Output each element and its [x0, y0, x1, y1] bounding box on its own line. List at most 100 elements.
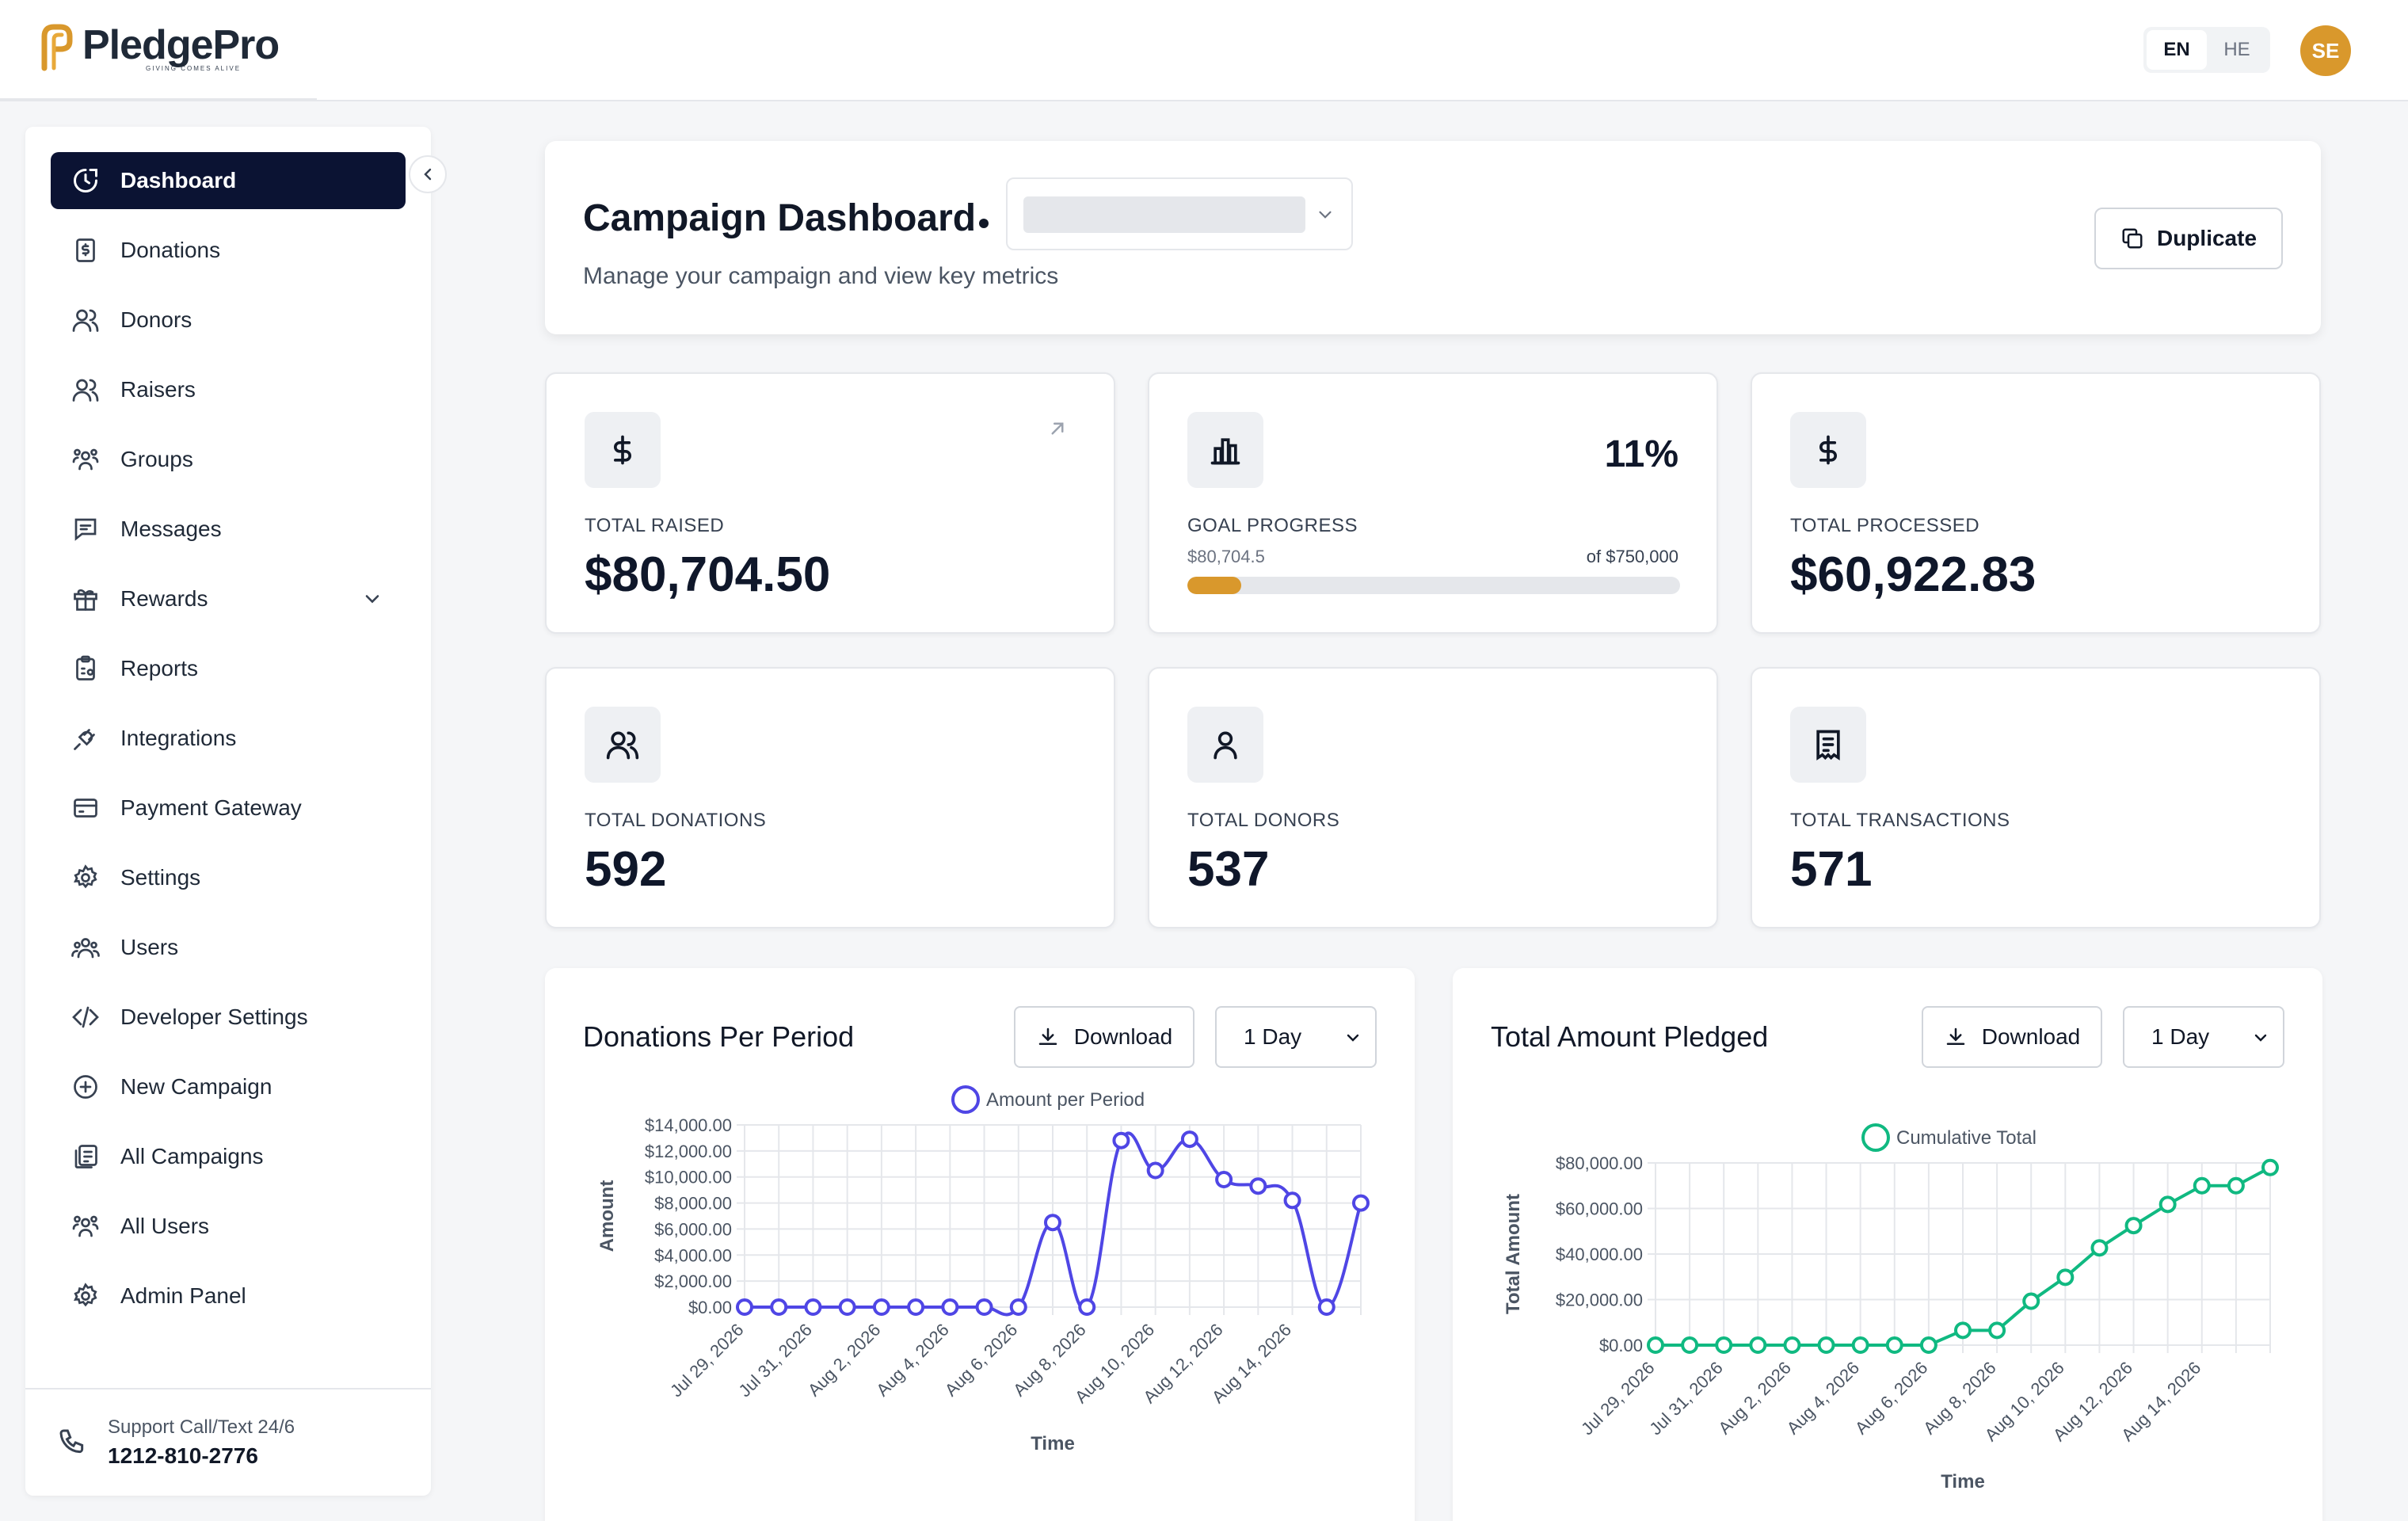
sidebar-item-donors[interactable]: Donors: [51, 292, 406, 349]
period-select[interactable]: 1 Day: [2123, 1006, 2284, 1068]
data-point: [2124, 1217, 2143, 1235]
chart-card-donations-per-period: Donations Per Period Download 1 Day $0.0…: [545, 968, 1415, 1521]
stat-value: 571: [1790, 842, 1873, 897]
download-button[interactable]: Download: [1922, 1006, 2102, 1068]
lang-he-button[interactable]: HE: [2223, 39, 2250, 60]
data-point: [1954, 1321, 1972, 1340]
campaign-header: Campaign Dashboard Manage your campaign …: [545, 141, 2321, 334]
duplicate-button[interactable]: Duplicate: [2094, 208, 2283, 269]
sidebar-item-all-users[interactable]: All Users: [51, 1198, 406, 1255]
plug-icon: [71, 724, 100, 753]
sidebar-item-messages[interactable]: Messages: [51, 501, 406, 558]
sidebar-item-label: Donations: [120, 238, 221, 262]
data-point: [1044, 1214, 1061, 1232]
support-label: Support Call/Text 24/6: [108, 1416, 295, 1438]
brand-logo[interactable]: PledgePro GIVING COMES ALIVE: [38, 22, 280, 72]
data-point: [907, 1298, 925, 1316]
y-tick-label: $60,000.00: [1556, 1199, 1643, 1219]
stat-card-total-processed: TOTAL PROCESSED $60,922.83: [1751, 372, 2321, 634]
sidebar-item-groups[interactable]: Groups: [51, 431, 406, 488]
x-tick-label: Jul 31, 2026: [735, 1320, 816, 1401]
data-point: [1146, 1161, 1164, 1180]
y-axis-title: Amount: [596, 1180, 618, 1252]
data-point: [1783, 1336, 1801, 1354]
sidebar-item-label: Admin Panel: [120, 1283, 246, 1308]
sidebar-item-payment-gateway[interactable]: Payment Gateway: [51, 780, 406, 837]
sidebar-item-developer-settings[interactable]: Developer Settings: [51, 989, 406, 1046]
campaign-select[interactable]: [1006, 177, 1353, 250]
sidebar-item-admin-panel[interactable]: Admin Panel: [51, 1268, 406, 1325]
gear-icon: [71, 1282, 100, 1310]
donations-line-chart: $0.00 $2,000.00 $4,000.00 $6,000.00 $8,000.0…: [596, 1085, 1370, 1454]
stat-label: TOTAL TRANSACTIONS: [1790, 810, 2010, 831]
sidebar-item-new-campaign[interactable]: New Campaign: [51, 1058, 406, 1115]
chevron-down-icon[interactable]: [361, 588, 383, 610]
data-point: [1817, 1336, 1835, 1354]
arrow-up-right-icon: [1051, 422, 1064, 435]
sidebar-item-label: All Campaigns: [120, 1144, 264, 1168]
x-axis-title: Time: [1031, 1433, 1075, 1454]
x-tick-label: Jul 31, 2026: [1645, 1358, 1726, 1439]
data-point: [1988, 1321, 2006, 1340]
lang-en-button[interactable]: EN: [2147, 30, 2207, 70]
data-point: [1215, 1171, 1233, 1188]
dollar-icon: [1790, 412, 1866, 488]
sidebar-item-users[interactable]: Users: [51, 919, 406, 976]
page-title: Campaign Dashboard: [583, 197, 977, 239]
sidebar-item-reports[interactable]: Reports: [51, 640, 406, 697]
sidebar-item-dashboard[interactable]: Dashboard: [51, 152, 406, 209]
x-axis-title: Time: [1941, 1471, 1985, 1492]
y-tick-label: $10,000.00: [645, 1168, 732, 1187]
data-point: [2227, 1176, 2245, 1195]
data-point: [1352, 1194, 1370, 1212]
period-select-value: 1 Day: [1244, 1024, 1302, 1049]
sidebar-item-label: Groups: [120, 447, 193, 471]
data-point: [2158, 1195, 2177, 1214]
y-tick-label: $20,000.00: [1556, 1290, 1643, 1310]
y-tick-label: $40,000.00: [1556, 1245, 1643, 1264]
group-icon: [71, 445, 100, 474]
x-tick-label: Aug 2, 2026: [804, 1320, 885, 1401]
y-tick-label: $12,000.00: [645, 1142, 732, 1161]
data-point: [736, 1298, 753, 1316]
sidebar-item-integrations[interactable]: Integrations: [51, 710, 406, 767]
download-button[interactable]: Download: [1014, 1006, 1194, 1068]
user-icon: [1187, 707, 1263, 783]
stat-value: 537: [1187, 842, 1270, 897]
sidebar-item-all-campaigns[interactable]: All Campaigns: [51, 1128, 406, 1185]
user-avatar[interactable]: SE: [2300, 25, 2351, 76]
dashboard-icon: [71, 166, 100, 195]
data-point: [2056, 1268, 2075, 1287]
data-point: [872, 1298, 890, 1316]
support-phone[interactable]: 1212-810-2776: [108, 1443, 258, 1468]
stat-label: GOAL PROGRESS: [1187, 515, 1358, 536]
chevron-down-icon: [2254, 1034, 2267, 1042]
duplicate-label: Duplicate: [2156, 226, 2258, 250]
brand-tagline: GIVING COMES ALIVE: [146, 65, 242, 72]
sidebar-item-label: Developer Settings: [120, 1004, 308, 1029]
sidebar-collapse-button[interactable]: [409, 155, 447, 193]
stat-label: TOTAL DONATIONS: [585, 810, 767, 831]
group-icon: [71, 1212, 100, 1241]
x-tick-label: Aug 6, 2026: [941, 1320, 1022, 1401]
sidebar-item-raisers[interactable]: Raisers: [51, 361, 406, 418]
stat-card-total-raised[interactable]: TOTAL RAISED $80,704.50: [545, 372, 1115, 634]
sidebar-item-settings[interactable]: Settings: [51, 849, 406, 906]
data-point: [1715, 1336, 1733, 1354]
x-tick-label: Aug 4, 2026: [1783, 1358, 1864, 1439]
stat-card-goal-progress: 11% GOAL PROGRESS $80,704.5 of $750,000: [1148, 372, 1718, 634]
download-label: Download: [1073, 1024, 1173, 1049]
data-point: [1249, 1177, 1267, 1195]
goal-current-amount: $80,704.5: [1187, 547, 1265, 566]
title-separator-dot: [979, 219, 989, 228]
goal-percent: 11%: [1604, 433, 1678, 475]
data-point: [838, 1298, 856, 1316]
chart-title: Donations Per Period: [583, 1020, 855, 1053]
copy-icon: [2122, 228, 2143, 249]
goal-target-amount: of $750,000: [1586, 547, 1678, 566]
sidebar-item-label: Settings: [120, 865, 201, 890]
sidebar-item-rewards[interactable]: Rewards: [51, 570, 406, 627]
sidebar-item-donations[interactable]: Donations: [51, 222, 406, 279]
period-select[interactable]: 1 Day: [1215, 1006, 1377, 1068]
download-icon: [1038, 1027, 1057, 1045]
